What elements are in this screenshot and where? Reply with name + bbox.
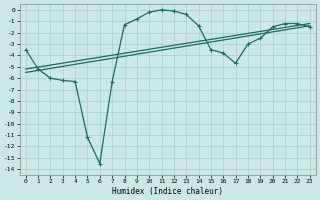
- X-axis label: Humidex (Indice chaleur): Humidex (Indice chaleur): [112, 187, 223, 196]
